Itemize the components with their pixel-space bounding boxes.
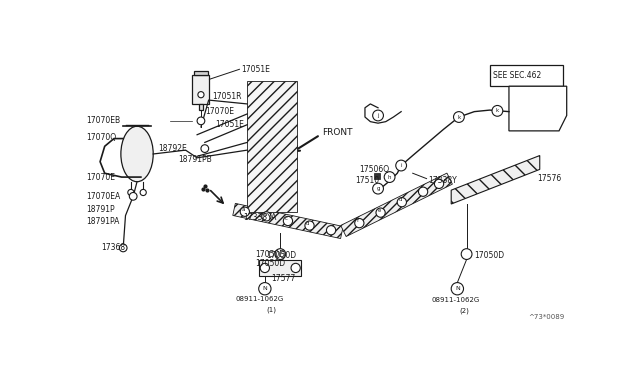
Text: k: k xyxy=(496,108,499,113)
Circle shape xyxy=(275,249,285,260)
Bar xyxy=(193,75,209,104)
Polygon shape xyxy=(340,173,452,237)
Circle shape xyxy=(461,249,472,260)
Text: 18791P: 18791P xyxy=(86,205,115,214)
Text: i: i xyxy=(401,163,402,168)
Bar xyxy=(194,71,208,75)
Text: 17070E: 17070E xyxy=(205,107,234,116)
Text: 17050D: 17050D xyxy=(255,259,285,268)
Circle shape xyxy=(119,244,127,252)
Text: d: d xyxy=(306,221,310,226)
Polygon shape xyxy=(233,203,343,238)
Bar xyxy=(490,65,563,86)
Polygon shape xyxy=(509,86,566,131)
Text: 18792E: 18792E xyxy=(159,144,188,153)
Circle shape xyxy=(454,112,464,122)
Text: h: h xyxy=(388,174,391,180)
Circle shape xyxy=(260,263,269,273)
Circle shape xyxy=(492,106,503,116)
Text: 18791PA: 18791PA xyxy=(86,217,120,226)
Text: j: j xyxy=(378,113,379,118)
Circle shape xyxy=(128,189,134,196)
Text: 17338YA: 17338YA xyxy=(243,213,276,222)
Text: 17070EB: 17070EB xyxy=(86,116,120,125)
Text: k: k xyxy=(457,115,461,119)
Circle shape xyxy=(197,117,205,125)
Text: 17070Q: 17070Q xyxy=(86,132,116,141)
Circle shape xyxy=(305,221,314,230)
Text: g: g xyxy=(376,186,380,191)
Bar xyxy=(198,104,204,110)
Text: (1): (1) xyxy=(266,306,276,313)
Text: 17050D: 17050D xyxy=(266,251,296,260)
Text: d: d xyxy=(399,198,402,202)
Circle shape xyxy=(284,217,292,225)
Text: FRONT: FRONT xyxy=(322,128,353,137)
Circle shape xyxy=(372,183,383,194)
Circle shape xyxy=(435,179,444,189)
Bar xyxy=(374,173,380,179)
Text: 08911-1062G: 08911-1062G xyxy=(432,297,480,303)
Circle shape xyxy=(384,172,395,183)
Text: 17070E: 17070E xyxy=(86,173,115,182)
Circle shape xyxy=(372,110,383,121)
Circle shape xyxy=(129,192,137,200)
Text: 17506Q: 17506Q xyxy=(359,165,389,174)
Text: N: N xyxy=(262,286,268,291)
Circle shape xyxy=(240,207,250,217)
Circle shape xyxy=(140,189,147,196)
Bar xyxy=(259,260,301,276)
Text: 17576: 17576 xyxy=(538,174,562,183)
Text: b: b xyxy=(263,212,267,217)
Text: e: e xyxy=(378,208,381,213)
Text: ^73*0089: ^73*0089 xyxy=(528,314,564,320)
Circle shape xyxy=(291,263,300,273)
Text: c: c xyxy=(285,216,288,221)
Circle shape xyxy=(451,283,463,295)
Text: 17368: 17368 xyxy=(101,243,125,253)
Text: f: f xyxy=(356,218,359,223)
Circle shape xyxy=(355,218,364,228)
Circle shape xyxy=(397,198,406,207)
Text: 17050D: 17050D xyxy=(255,250,285,259)
Circle shape xyxy=(326,225,336,235)
Text: 17051R: 17051R xyxy=(212,92,242,101)
Polygon shape xyxy=(247,81,297,212)
Text: 17051E: 17051E xyxy=(241,65,270,74)
Circle shape xyxy=(259,283,271,295)
Text: (2): (2) xyxy=(459,308,468,314)
Text: 17338Y: 17338Y xyxy=(428,176,457,185)
Text: 18791PB: 18791PB xyxy=(178,155,212,164)
Text: 17577: 17577 xyxy=(271,274,295,283)
Text: 17510: 17510 xyxy=(355,176,379,185)
Circle shape xyxy=(201,145,209,153)
Text: 17051E: 17051E xyxy=(215,120,244,129)
Circle shape xyxy=(376,208,385,217)
Ellipse shape xyxy=(121,126,153,182)
Text: N: N xyxy=(455,286,460,291)
Text: 08911-1062G: 08911-1062G xyxy=(236,296,284,302)
Circle shape xyxy=(198,92,204,98)
Text: 17050D: 17050D xyxy=(474,251,504,260)
Circle shape xyxy=(396,160,406,171)
Text: a: a xyxy=(241,207,245,212)
Circle shape xyxy=(419,187,428,196)
Text: 17070EA: 17070EA xyxy=(86,192,120,201)
Text: SEE SEC.462: SEE SEC.462 xyxy=(493,71,541,80)
Circle shape xyxy=(262,212,271,221)
Polygon shape xyxy=(451,155,540,204)
